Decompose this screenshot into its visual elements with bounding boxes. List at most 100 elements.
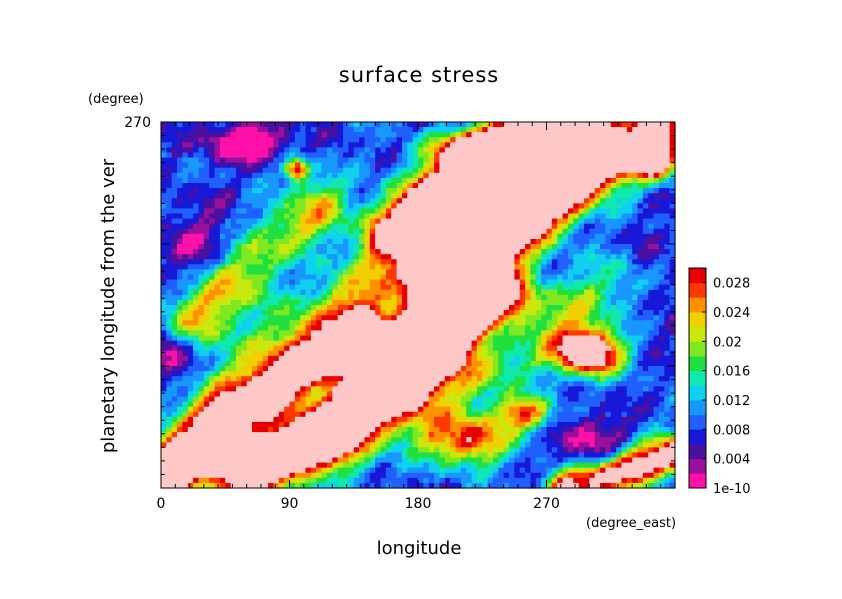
heatmap-cell <box>546 132 553 138</box>
heatmap-cell <box>310 381 317 387</box>
heatmap-cell <box>605 238 612 245</box>
heatmap-cell <box>412 127 419 133</box>
heatmap-cell <box>396 320 403 326</box>
heatmap-cell <box>230 208 237 215</box>
heatmap-cell <box>219 284 226 291</box>
heatmap-cell <box>578 335 585 342</box>
heatmap-cell <box>460 284 467 291</box>
heatmap-cell <box>632 279 639 286</box>
heatmap-cell <box>412 193 419 199</box>
heatmap-cell <box>161 137 167 143</box>
heatmap-cell <box>535 360 542 367</box>
heatmap-cell <box>514 264 521 271</box>
heatmap-cell <box>610 289 617 296</box>
heatmap-cell <box>407 244 414 250</box>
heatmap-cell <box>562 228 569 235</box>
heatmap-cell <box>294 228 301 235</box>
heatmap-cell <box>268 244 275 250</box>
heatmap-cell <box>198 360 205 367</box>
heatmap-cell <box>321 157 328 164</box>
heatmap-cell <box>289 228 296 235</box>
heatmap-cell <box>546 188 553 194</box>
heatmap-cell <box>166 355 173 362</box>
heatmap-cell <box>391 376 398 382</box>
heatmap-cell <box>203 274 210 281</box>
heatmap-cell <box>284 127 291 133</box>
heatmap-cell <box>669 371 676 377</box>
heatmap-cell <box>546 238 553 245</box>
heatmap-cell <box>460 157 467 164</box>
heatmap-cell <box>653 269 660 276</box>
heatmap-cell <box>364 325 371 332</box>
heatmap-cell <box>439 193 446 199</box>
heatmap-cell <box>551 127 558 133</box>
heatmap-cell <box>583 223 590 230</box>
heatmap-cell <box>225 330 232 337</box>
heatmap-cell <box>428 345 435 352</box>
heatmap-cell <box>273 233 280 240</box>
heatmap-cell <box>230 310 237 316</box>
heatmap-cell <box>519 310 526 316</box>
heatmap-cell <box>460 274 467 281</box>
heatmap-cell <box>648 203 655 210</box>
heatmap-cell <box>439 340 446 347</box>
heatmap-cell <box>621 233 628 240</box>
heatmap-cell <box>364 132 371 138</box>
heatmap-cell <box>171 172 178 179</box>
heatmap-cell <box>519 325 526 332</box>
heatmap-cell <box>353 177 360 184</box>
heatmap-cell <box>605 269 612 276</box>
heatmap-cell <box>268 360 275 367</box>
heatmap-cell <box>664 279 671 286</box>
heatmap-cell <box>637 238 644 245</box>
heatmap-cell <box>546 299 553 306</box>
heatmap-cell <box>492 157 499 164</box>
heatmap-cell <box>450 294 457 301</box>
heatmap-cell <box>161 228 167 235</box>
heatmap-cell <box>669 167 676 174</box>
heatmap-cell <box>460 177 467 184</box>
heatmap-cell <box>337 238 344 245</box>
heatmap-cell <box>310 177 317 184</box>
heatmap-cell <box>252 157 258 164</box>
heatmap-cell <box>278 122 285 128</box>
heatmap-cell <box>187 208 194 215</box>
heatmap-cell <box>273 203 280 210</box>
heatmap-cell <box>423 127 430 133</box>
heatmap-cell <box>492 208 499 215</box>
heatmap-cell <box>353 315 360 321</box>
heatmap-cell <box>375 137 382 143</box>
heatmap-cell <box>375 208 382 215</box>
heatmap-cell <box>321 238 328 245</box>
heatmap-cell <box>460 355 467 362</box>
heatmap-cell <box>551 315 558 321</box>
heatmap-cell <box>621 259 628 265</box>
heatmap-cell <box>332 142 339 149</box>
heatmap-cell <box>519 122 526 128</box>
heatmap-cell <box>391 208 398 215</box>
heatmap-cell <box>541 279 548 286</box>
heatmap-cell <box>375 203 382 210</box>
heatmap-cell <box>161 147 167 154</box>
heatmap-cell <box>471 137 478 143</box>
heatmap-cell <box>161 233 167 240</box>
heatmap-cell <box>567 223 574 230</box>
heatmap-cell <box>401 360 408 367</box>
heatmap-cell <box>428 340 435 347</box>
heatmap-cell <box>423 254 430 260</box>
heatmap-cell <box>428 279 435 286</box>
heatmap-cell <box>284 360 291 367</box>
heatmap-cell <box>578 310 585 316</box>
heatmap-cell <box>600 177 606 184</box>
heatmap-cell <box>289 233 296 240</box>
heatmap-cell <box>284 152 291 159</box>
heatmap-cell <box>268 254 275 260</box>
heatmap-cell <box>648 355 655 362</box>
heatmap-cell <box>546 279 553 286</box>
heatmap-cell <box>166 127 173 133</box>
heatmap-cell <box>407 228 414 235</box>
heatmap-cell <box>252 249 258 255</box>
heatmap-cell <box>326 137 333 143</box>
heatmap-cell <box>605 203 612 210</box>
heatmap-cell <box>268 223 275 230</box>
